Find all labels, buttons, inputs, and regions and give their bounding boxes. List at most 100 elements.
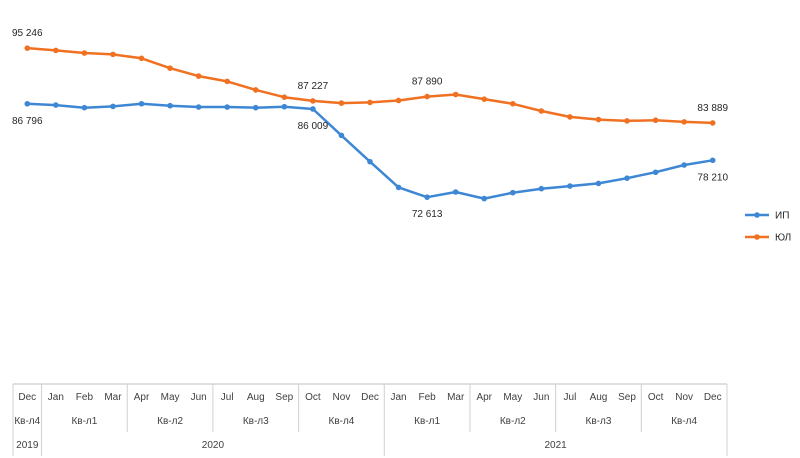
legend-label: ЮЛ — [775, 233, 791, 244]
x-tick-label: May — [161, 392, 180, 403]
data-labels: 95 246 86 796 87 227 86 009 87 890 72 613 83 8… — [12, 28, 728, 220]
data-point — [252, 104, 259, 111]
data-point — [138, 55, 145, 62]
data-point — [452, 91, 459, 98]
data-point — [281, 103, 288, 110]
data-point — [81, 50, 88, 56]
data-point — [138, 100, 145, 107]
data-point — [53, 102, 59, 108]
series-line — [27, 102, 713, 200]
data-point — [195, 104, 202, 110]
x-tick-label: Jun — [533, 392, 549, 403]
data-point — [224, 78, 230, 85]
data-point — [110, 103, 116, 110]
x-tick-label: Mar — [447, 392, 465, 403]
x-tick-label: Aug — [247, 392, 265, 403]
x-tick-label: Jan — [48, 392, 64, 403]
x-tick-label: Nov — [675, 392, 693, 403]
data-label: 72 613 — [412, 209, 443, 220]
legend-item: ЮЛ — [745, 233, 791, 244]
quarter-label: Кв-л3 — [243, 416, 269, 427]
x-tick-label: Jul — [564, 392, 577, 403]
data-point — [338, 132, 345, 139]
data-point — [338, 100, 345, 106]
quarter-label: Кв-л4 — [671, 416, 697, 427]
data-point — [538, 108, 545, 114]
data-point — [110, 51, 116, 58]
x-tick-label: Dec — [18, 392, 36, 403]
quarter-label: Кв-л4 — [329, 416, 355, 427]
legend-marker — [754, 234, 760, 240]
data-point — [24, 100, 31, 107]
x-tick-label: Oct — [648, 392, 664, 403]
series-ip — [24, 100, 716, 202]
data-point — [167, 102, 173, 109]
year-label: 2020 — [202, 440, 225, 451]
data-point — [481, 195, 488, 202]
data-point — [481, 96, 488, 102]
x-tick-label: Apr — [134, 392, 150, 403]
quarter-label: Кв-л2 — [500, 416, 526, 427]
data-point — [167, 65, 173, 71]
data-point — [310, 106, 316, 112]
quarter-label: Кв-л3 — [586, 416, 612, 427]
data-point — [510, 189, 516, 196]
x-tick-label: Dec — [361, 392, 379, 403]
series-layer — [24, 45, 716, 202]
data-point — [367, 158, 373, 165]
data-point — [281, 94, 288, 100]
data-label: 78 210 — [697, 172, 728, 183]
legend-label: ИП — [775, 211, 789, 222]
year-label: 2021 — [545, 440, 568, 451]
data-point — [595, 180, 602, 187]
x-tick-label: Dec — [704, 392, 722, 403]
data-label: 86 009 — [298, 121, 329, 132]
data-point — [538, 185, 545, 192]
x-tick-label: Jul — [221, 392, 234, 403]
quarter-label: Кв-л1 — [71, 416, 97, 427]
x-tick-label: Sep — [275, 392, 293, 403]
data-point — [395, 97, 402, 104]
x-tick-label: Oct — [305, 392, 321, 403]
data-point — [567, 114, 573, 120]
data-label: 87 227 — [298, 81, 329, 92]
data-point — [709, 120, 716, 126]
data-point — [681, 119, 687, 125]
x-tick-label: Jan — [390, 392, 406, 403]
data-label: 86 796 — [12, 116, 43, 127]
data-point — [224, 104, 230, 110]
data-label: 83 889 — [697, 103, 728, 114]
data-point — [53, 47, 59, 54]
data-point — [367, 99, 373, 106]
data-point — [567, 183, 573, 189]
data-point — [452, 189, 459, 195]
x-tick-label: Aug — [590, 392, 608, 403]
data-point — [252, 87, 259, 93]
legend: ИП ЮЛ — [745, 211, 791, 244]
data-point — [395, 184, 402, 191]
x-tick-label: May — [503, 392, 522, 403]
data-point — [424, 93, 430, 100]
x-tick-label: Nov — [333, 392, 351, 403]
x-tick-label: Jun — [191, 392, 207, 403]
quarter-label: Кв-л4 — [14, 416, 40, 427]
x-tick-label: Mar — [104, 392, 122, 403]
series-line — [27, 46, 713, 125]
series-yul — [24, 45, 716, 126]
legend-marker — [754, 212, 760, 218]
data-point — [681, 162, 687, 168]
data-point — [652, 117, 659, 124]
data-label: 87 890 — [412, 77, 443, 88]
x-tick-label: Feb — [419, 392, 437, 403]
quarter-label: Кв-л2 — [157, 416, 183, 427]
x-tick-label: Apr — [476, 392, 492, 403]
data-point — [595, 116, 602, 123]
data-label: 95 246 — [12, 28, 43, 39]
data-point — [310, 98, 316, 104]
x-tick-label: Feb — [76, 392, 94, 403]
data-point — [624, 175, 630, 181]
data-point — [624, 118, 630, 124]
data-point — [424, 194, 430, 200]
year-label: 2019 — [16, 440, 39, 451]
